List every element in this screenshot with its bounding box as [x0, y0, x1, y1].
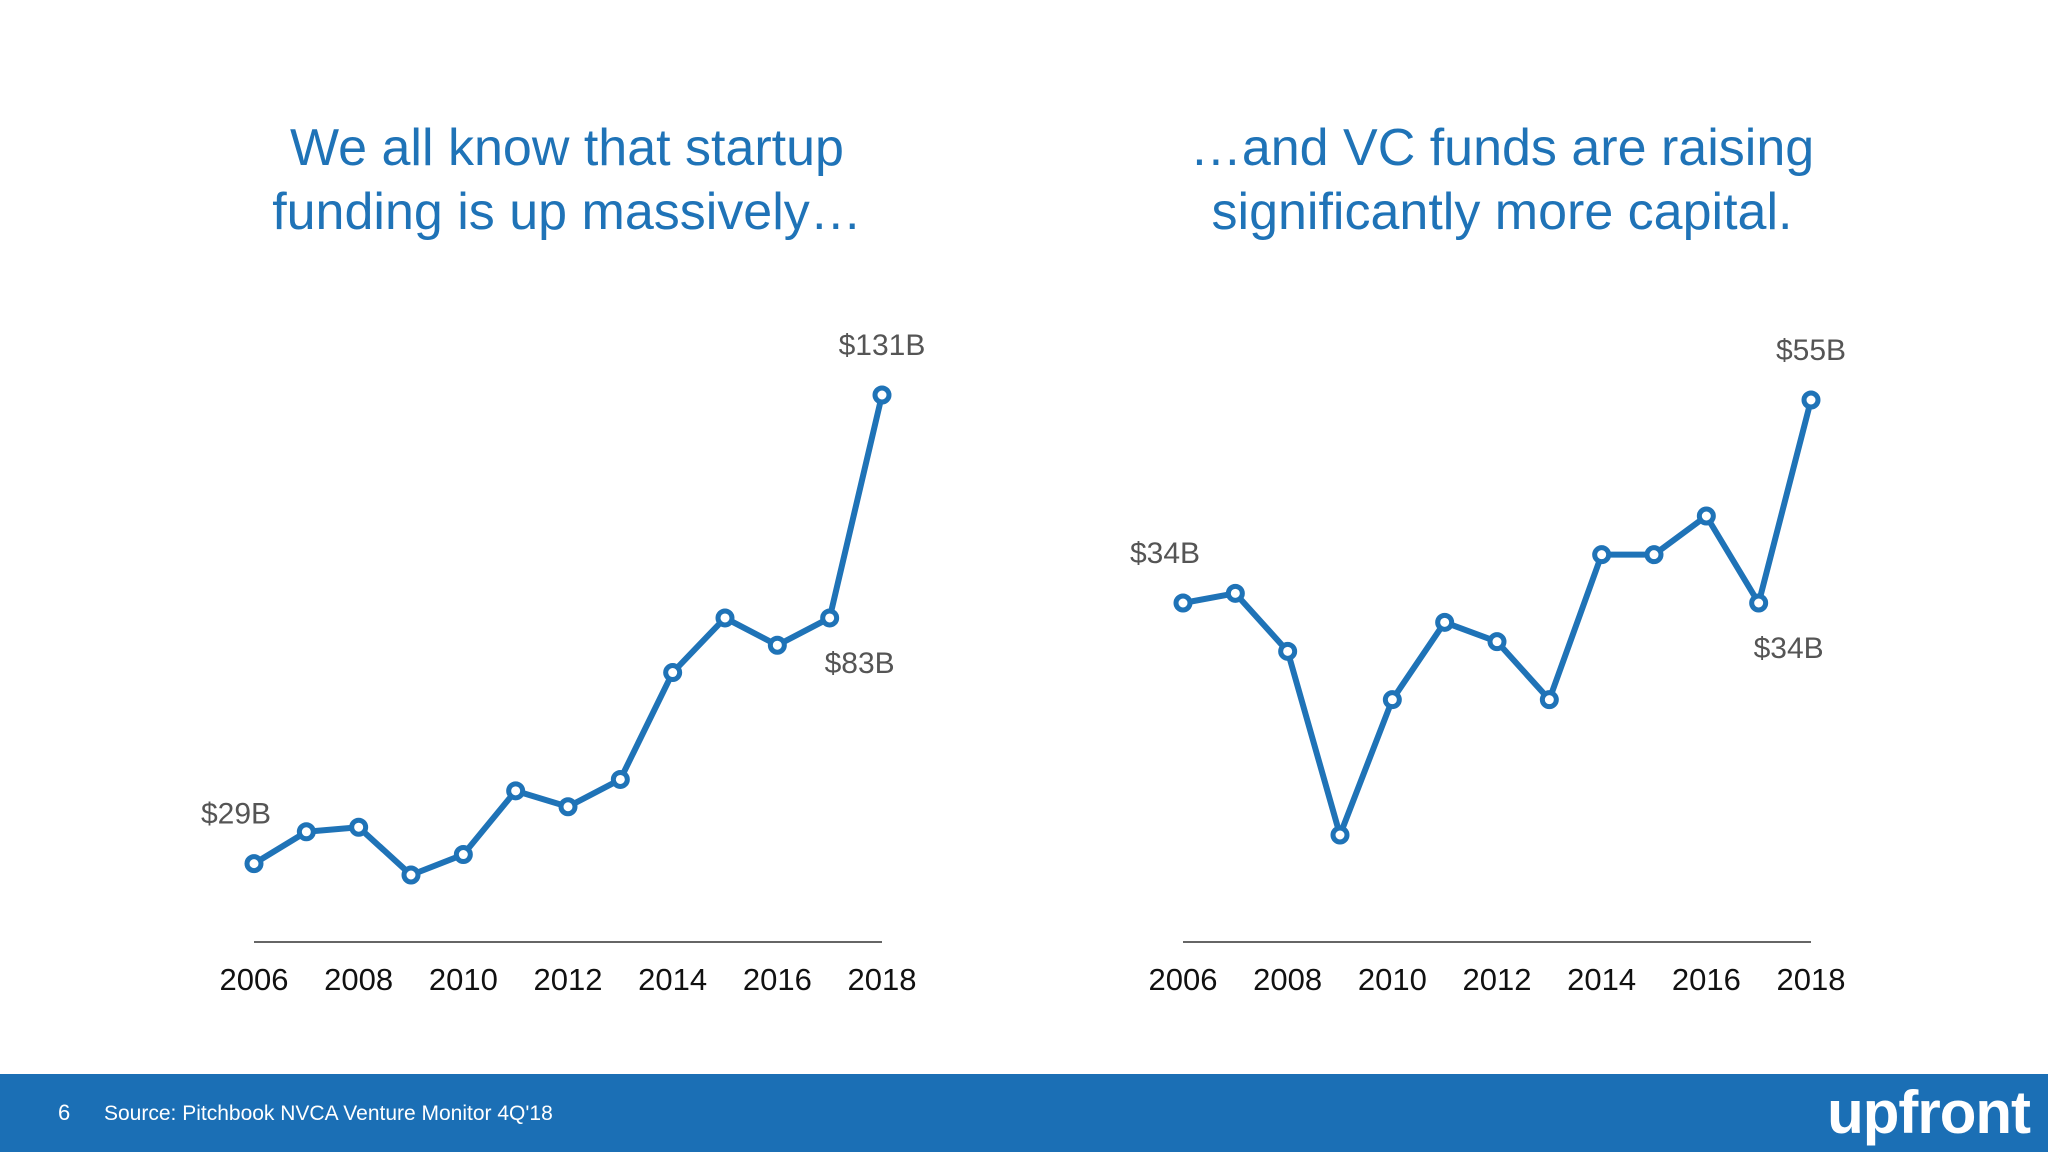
right-data-point [1696, 506, 1716, 526]
right-data-point [1173, 593, 1193, 613]
left-x-tick-label: 2018 [848, 962, 917, 997]
right-data-point [1749, 593, 1769, 613]
right-series-line [1180, 397, 1814, 838]
source-note: Source: Pitchbook NVCA Venture Monitor 4… [104, 1102, 553, 1125]
left-data-point [296, 822, 316, 842]
right-data-point [1225, 583, 1245, 603]
left-title-line-1: We all know that startup [290, 119, 844, 177]
right-x-tick-label: 2016 [1672, 962, 1741, 997]
right-x-tick-label: 2012 [1463, 962, 1532, 997]
left-data-point [401, 865, 421, 885]
left-data-point [558, 797, 578, 817]
upfront-logo: upfront [1827, 1079, 2031, 1146]
right-x-tick-label: 2006 [1149, 962, 1218, 997]
left-x-tick-label: 2016 [743, 962, 812, 997]
right-data-point [1382, 690, 1402, 710]
left-data-point [820, 608, 840, 628]
right-data-label: $55B [1776, 334, 1846, 367]
right-title-line-1: …and VC funds are raising [1189, 119, 1815, 177]
left-data-point [610, 769, 630, 789]
left-data-point [872, 385, 892, 405]
left-x-tick-label: 2010 [429, 962, 498, 997]
right-x-tick-label: 2010 [1358, 962, 1427, 997]
right-data-point [1801, 390, 1821, 410]
right-title-line-2: significantly more capital. [1211, 183, 1793, 241]
left-title-line-2: funding is up massively… [272, 183, 862, 241]
left-data-label: $83B [825, 647, 895, 680]
right-data-point [1487, 632, 1507, 652]
right-data-point [1330, 825, 1350, 845]
left-data-point [663, 663, 683, 683]
right-data-point [1278, 641, 1298, 661]
left-x-tick-label: 2006 [220, 962, 289, 997]
left-x-tick-label: 2014 [638, 962, 707, 997]
right-data-point [1592, 545, 1612, 565]
right-data-point [1539, 690, 1559, 710]
right-x-tick-label: 2014 [1567, 962, 1636, 997]
right-x-tick-label: 2018 [1777, 962, 1846, 997]
left-data-label: $29B [201, 798, 271, 831]
startup-funding-chart: 2006 2008 2010 2012 2014 2016 2018 $29B $83B $131… [201, 329, 926, 997]
left-data-point [453, 845, 473, 865]
right-data-label: $34B [1130, 537, 1200, 570]
left-data-point [244, 854, 264, 874]
left-data-point [349, 817, 369, 837]
right-chart-title: …and VC funds are raising significantly … [1122, 116, 1882, 244]
right-data-point [1435, 612, 1455, 632]
left-data-point [715, 608, 735, 628]
left-x-tick-label: 2008 [324, 962, 393, 997]
right-x-tick-label: 2008 [1253, 962, 1322, 997]
footer-bar: 6 Source: Pitchbook NVCA Venture Monitor… [0, 1074, 2048, 1152]
right-data-label: $34B [1754, 632, 1824, 665]
left-chart-title: We all know that startup funding is up m… [187, 116, 947, 244]
left-data-point [506, 781, 526, 801]
vc-fundraising-chart: 2006 2008 2010 2012 2014 2016 2018 $34B $34B $55B [1130, 334, 1846, 997]
left-x-tick-label: 2012 [534, 962, 603, 997]
left-data-label: $131B [839, 329, 926, 362]
left-data-point [767, 635, 787, 655]
right-data-point [1644, 545, 1664, 565]
page-number: 6 [58, 1100, 71, 1125]
